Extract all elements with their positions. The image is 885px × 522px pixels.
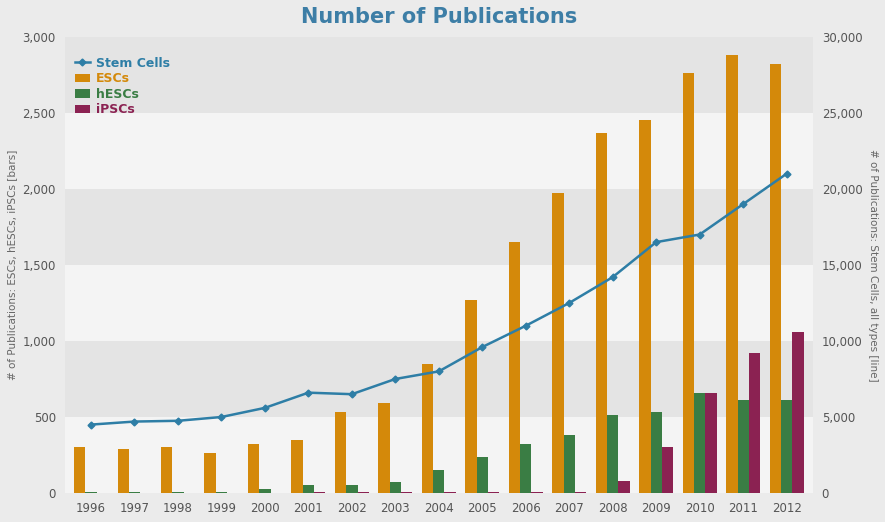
Bar [379, 404, 389, 493]
Bar [639, 121, 650, 493]
Bar [65, 113, 812, 189]
Bar [488, 492, 499, 493]
Bar [564, 435, 575, 493]
Bar [129, 492, 140, 493]
Bar [444, 492, 456, 493]
Bar [314, 492, 326, 493]
Bar [74, 447, 85, 493]
Title: Number of Publications: Number of Publications [301, 7, 577, 27]
Bar [303, 485, 314, 493]
Bar [619, 481, 630, 493]
Bar [65, 265, 812, 341]
Bar [161, 447, 173, 493]
Bar [781, 400, 792, 493]
Y-axis label: # of Publications: Stem Cells, all types [line]: # of Publications: Stem Cells, all types… [868, 149, 878, 381]
Bar [248, 444, 259, 493]
Bar [65, 37, 812, 113]
Bar [792, 332, 804, 493]
Bar [389, 482, 401, 493]
Bar [65, 341, 812, 417]
Bar [118, 449, 129, 493]
Bar [216, 492, 227, 493]
Bar [662, 447, 673, 493]
Bar [291, 440, 303, 493]
Bar [477, 457, 488, 493]
Bar [358, 492, 369, 493]
Bar [596, 133, 607, 493]
Y-axis label: # of Publications: ESCs, hESCs, iPSCs [bars]: # of Publications: ESCs, hESCs, iPSCs [b… [7, 150, 17, 380]
Bar [727, 55, 737, 493]
Bar [531, 492, 543, 493]
Bar [737, 400, 749, 493]
Bar [346, 485, 358, 493]
Bar [520, 444, 531, 493]
Legend: Stem Cells, ESCs, hESCs, iPSCs: Stem Cells, ESCs, hESCs, iPSCs [75, 57, 170, 116]
Bar [575, 492, 586, 493]
Bar [705, 393, 717, 493]
Bar [335, 412, 346, 493]
Bar [552, 194, 564, 493]
Bar [682, 73, 694, 493]
Bar [749, 353, 760, 493]
Bar [401, 492, 412, 493]
Bar [422, 364, 433, 493]
Bar [770, 64, 781, 493]
Bar [259, 489, 271, 493]
Bar [65, 189, 812, 265]
Bar [466, 300, 477, 493]
Bar [204, 454, 216, 493]
Bar [85, 492, 96, 493]
Bar [65, 417, 812, 493]
Bar [650, 412, 662, 493]
Bar [173, 492, 183, 493]
Bar [433, 470, 444, 493]
Bar [607, 416, 619, 493]
Bar [694, 393, 705, 493]
Bar [509, 242, 520, 493]
